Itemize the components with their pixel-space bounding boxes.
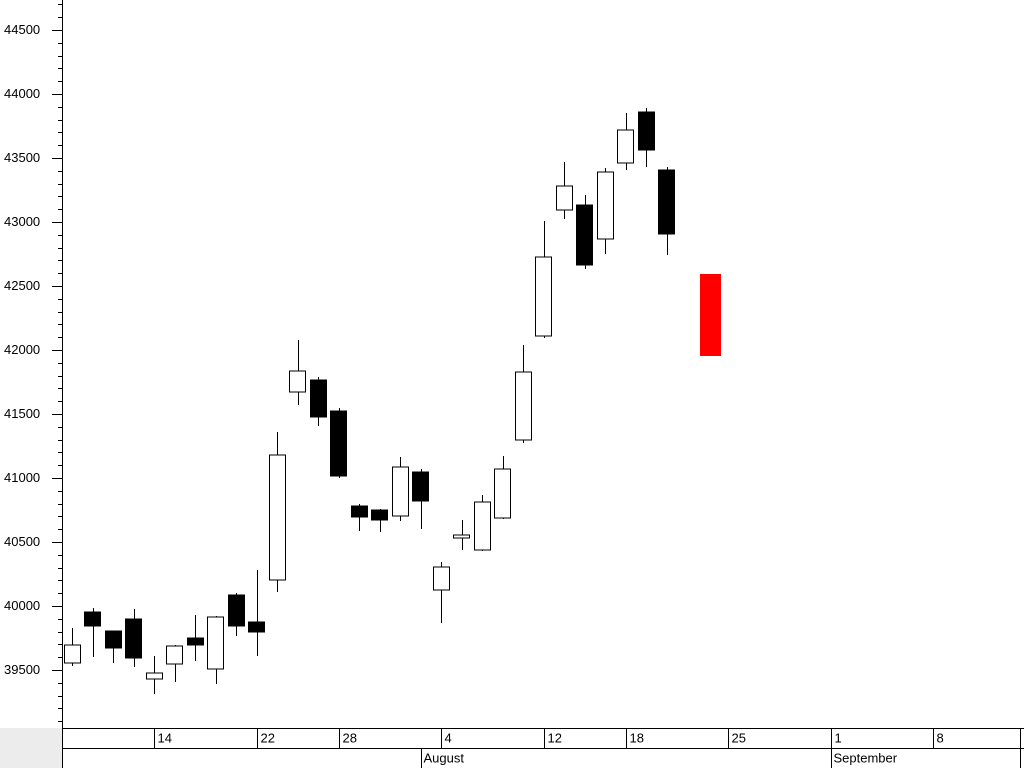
candle-body — [597, 171, 614, 240]
highlight-bar — [700, 273, 721, 356]
candle-body — [535, 256, 552, 337]
x-tick-label: 14 — [158, 730, 172, 745]
candle-body — [638, 111, 655, 151]
candle-body — [289, 370, 306, 393]
y-tick-label: 40500 — [4, 534, 40, 549]
y-tick-label: 41500 — [4, 406, 40, 421]
candle-body — [269, 454, 286, 581]
candle-body — [494, 468, 511, 519]
y-tick-label: 41000 — [4, 470, 40, 485]
candle-body — [166, 645, 183, 665]
x-tick-label: 25 — [732, 730, 746, 745]
axis-corner — [0, 728, 62, 768]
x-tick-label: 12 — [548, 730, 562, 745]
y-tick-label: 40000 — [4, 598, 40, 613]
candle-body — [310, 379, 327, 418]
candle-body — [556, 185, 573, 211]
candle-body — [207, 616, 224, 670]
y-tick-label: 44500 — [4, 22, 40, 37]
month-label: September — [834, 750, 898, 765]
candle-body — [248, 621, 265, 633]
y-tick-label: 42500 — [4, 278, 40, 293]
x-tick-label: 4 — [445, 730, 452, 745]
y-tick-label: 43000 — [4, 214, 40, 229]
candle-body — [125, 618, 142, 659]
candle-body — [64, 644, 81, 664]
candle-body — [412, 471, 429, 502]
y-tick-label: 39500 — [4, 662, 40, 677]
candle-body — [146, 672, 163, 680]
y-tick-label: 42000 — [4, 342, 40, 357]
candle-body — [105, 630, 122, 649]
candle-body — [576, 204, 593, 266]
candle-body — [228, 594, 245, 627]
month-label: August — [424, 750, 465, 765]
candle-body — [658, 169, 675, 235]
candle-body — [515, 371, 532, 441]
candle-body — [617, 129, 634, 164]
x-tick-label: 28 — [343, 730, 357, 745]
x-tick-label: 18 — [630, 730, 644, 745]
candle-body — [330, 410, 347, 477]
candle-body — [474, 501, 491, 551]
candle-body — [84, 611, 101, 627]
x-tick-label: 22 — [261, 730, 275, 745]
candle-body — [351, 505, 368, 518]
candle-body — [453, 534, 470, 539]
y-tick-label: 44000 — [4, 86, 40, 101]
candle-body — [392, 466, 409, 517]
x-tick-label: 1 — [835, 730, 842, 745]
candle-body — [433, 566, 450, 591]
candle-body — [371, 509, 388, 521]
x-tick-label: 8 — [937, 730, 944, 745]
candle-body — [187, 637, 204, 646]
y-tick-label: 43500 — [4, 150, 40, 165]
